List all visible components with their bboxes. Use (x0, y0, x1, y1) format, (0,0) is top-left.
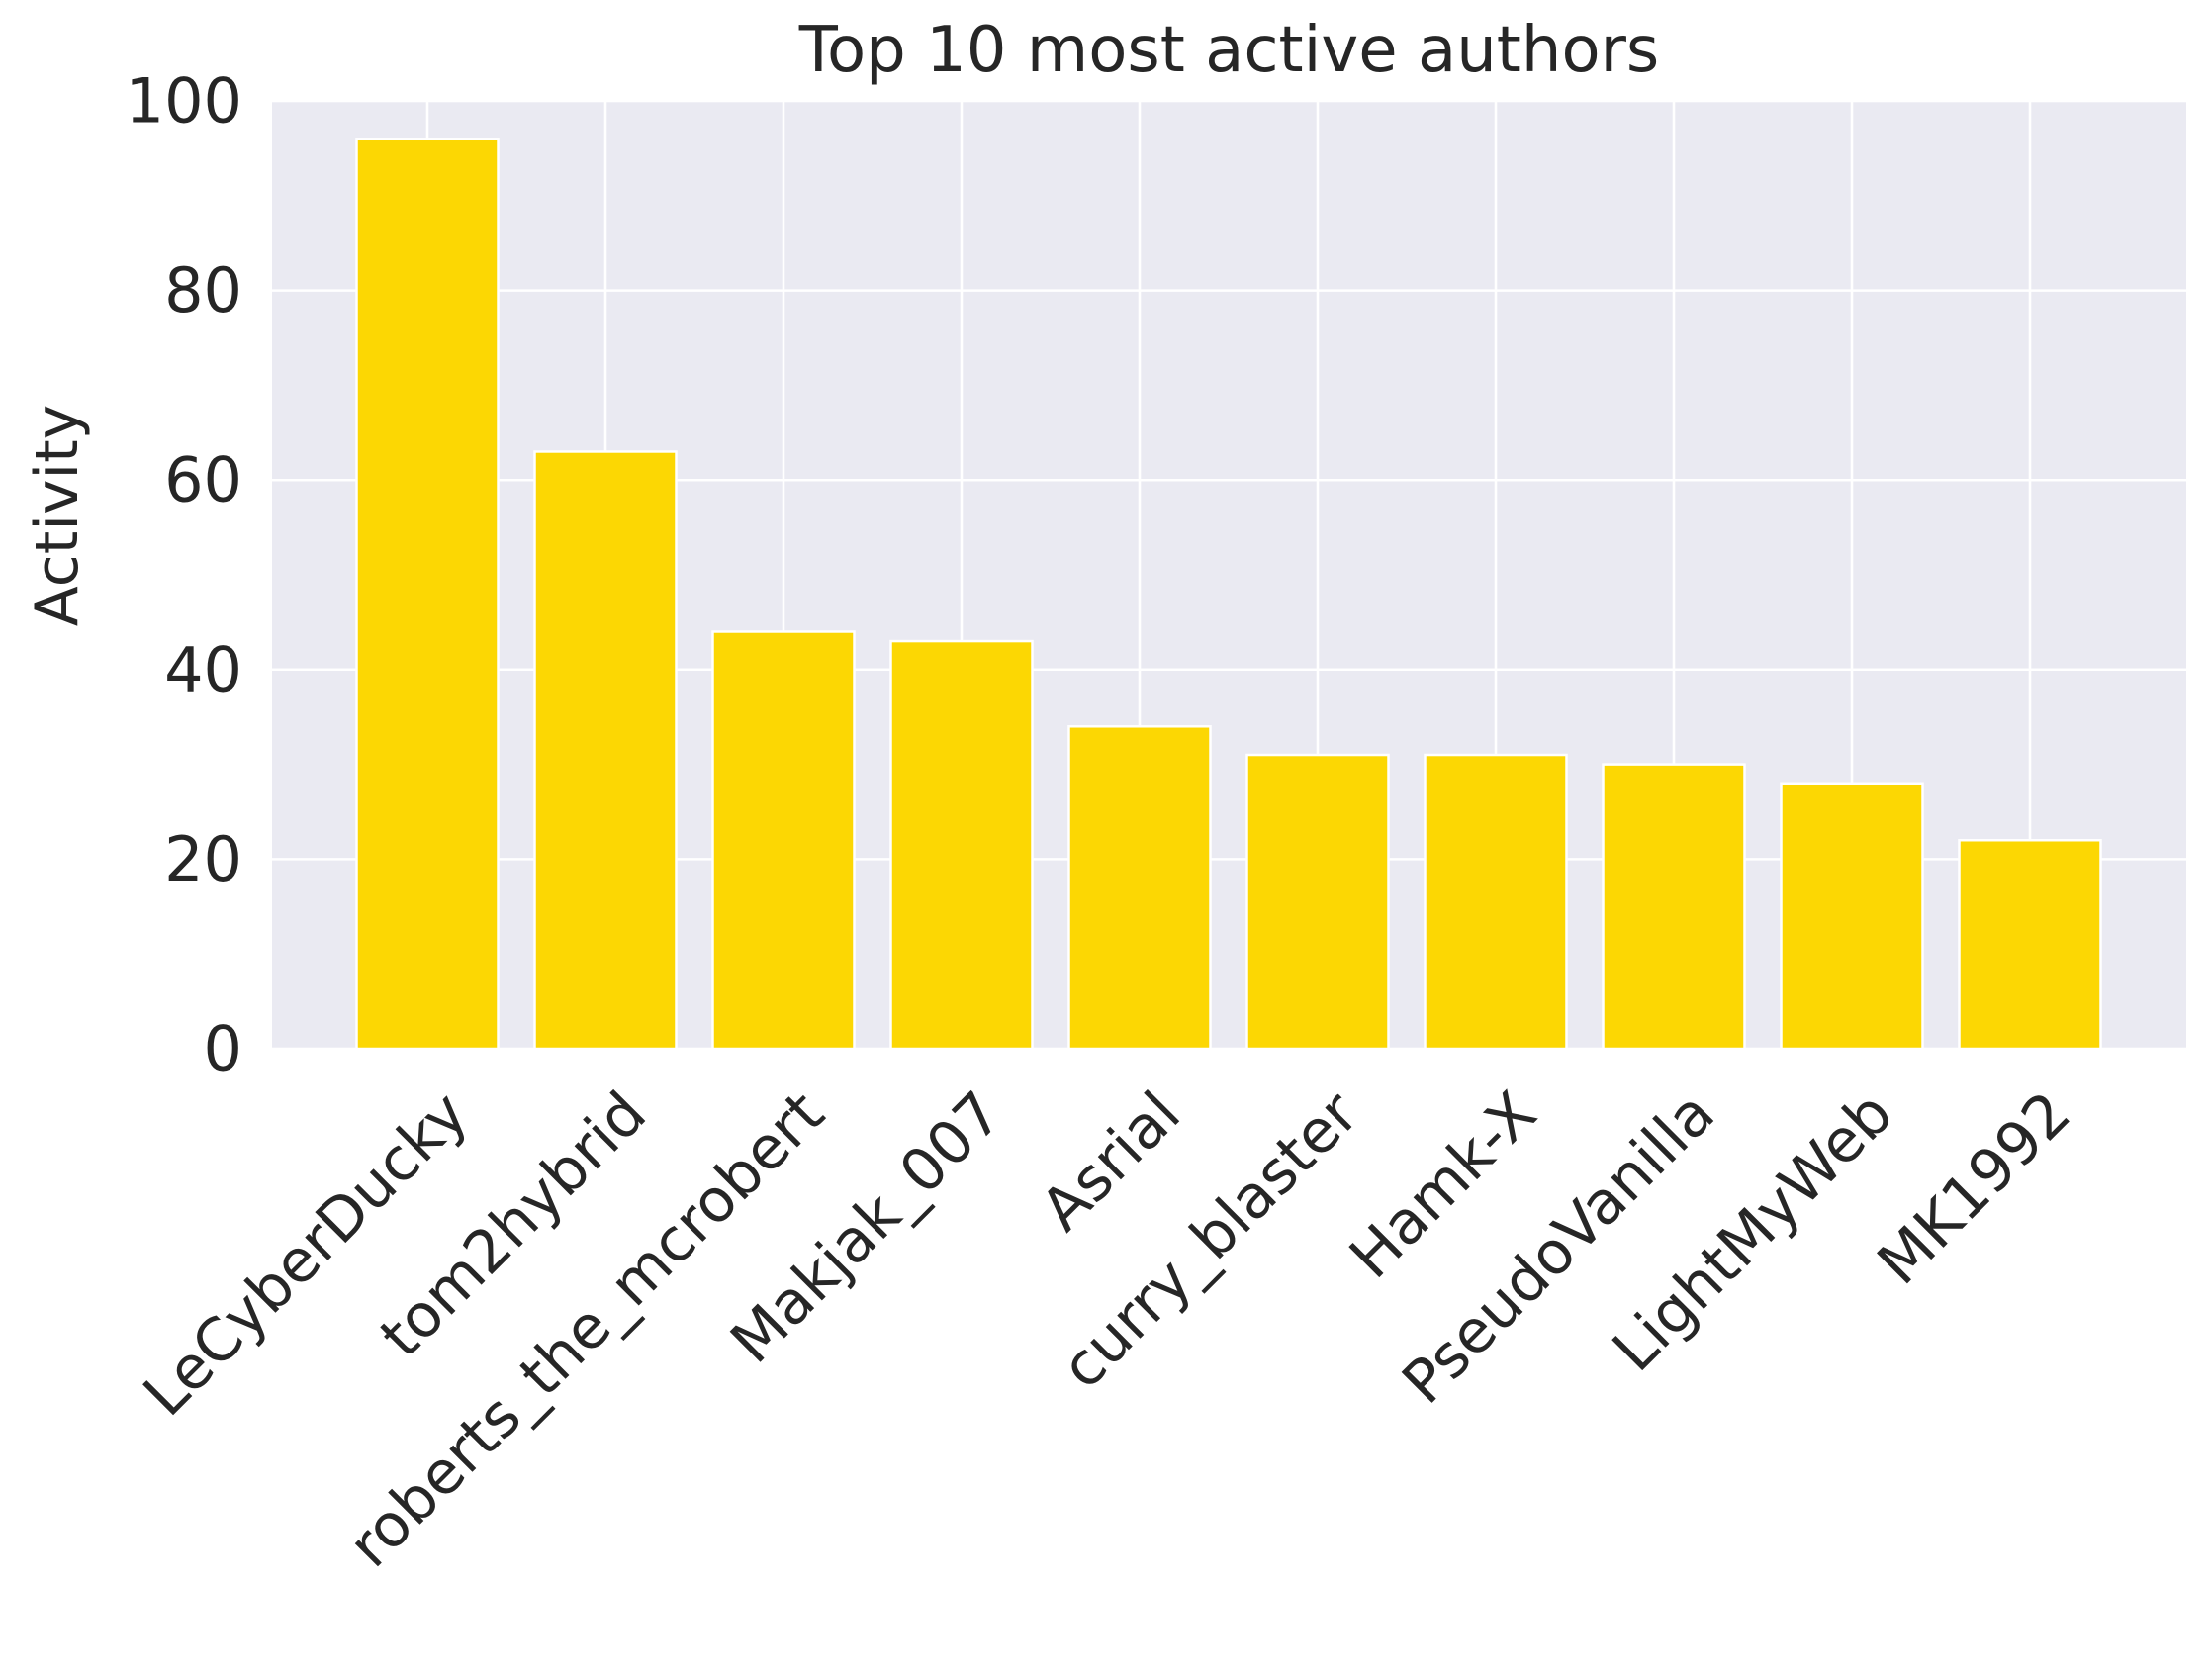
y-tick-label: 20 (164, 823, 242, 895)
y-tick-labels: 0 20 40 60 80 100 (126, 65, 242, 1085)
x-tick-label: MK1992 (1865, 1078, 2084, 1298)
bar-lecyberducky (355, 138, 500, 1051)
y-tick-label: 80 (164, 254, 242, 327)
bar-roberts-the-mcrobert (711, 630, 856, 1051)
x-tick-label: Asrial (1028, 1078, 1194, 1245)
bar-curry-blaster (1245, 753, 1390, 1051)
y-tick-label: 40 (164, 633, 242, 705)
y-tick-label: 60 (164, 444, 242, 516)
bar-mk1992 (1958, 838, 2102, 1051)
bar-hamk-x (1424, 753, 1568, 1051)
bar-lightmyweb (1780, 782, 1924, 1051)
y-axis-label: Activity (23, 405, 92, 626)
bars (355, 138, 2102, 1051)
y-tick-label: 100 (126, 65, 242, 138)
x-tick-labels: LeCyberDuckytom2hybridroberts_the_mcrobe… (131, 1078, 2084, 1581)
chart-title: Top 10 most active authors (798, 14, 1660, 87)
x-tick-label: LeCyberDucky (131, 1078, 482, 1430)
bar-pseudovanilla (1602, 763, 1746, 1051)
x-tick-label: PseudoVanilla (1389, 1078, 1727, 1417)
bar-asrial (1067, 725, 1212, 1051)
bar-makjak-007 (889, 639, 1034, 1051)
bar-tom2hybrid (533, 450, 678, 1051)
y-tick-label: 0 (204, 1013, 242, 1085)
